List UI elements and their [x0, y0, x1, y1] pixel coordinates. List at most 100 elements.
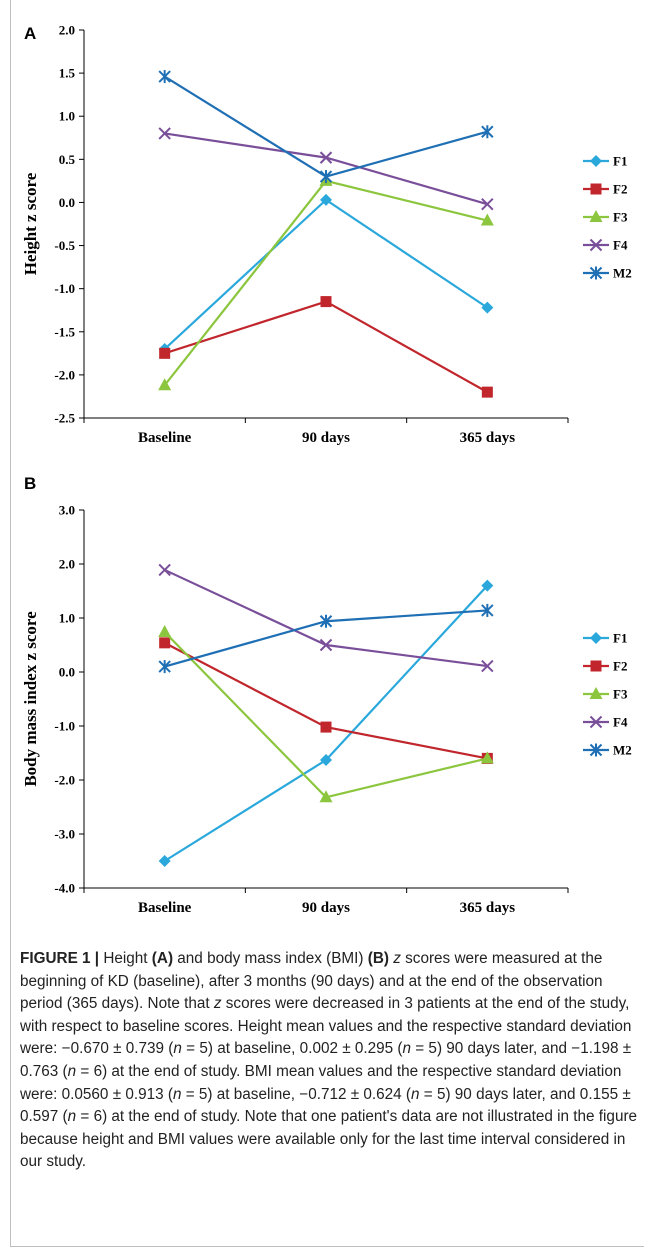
data-point — [481, 301, 494, 314]
legend-marker — [589, 743, 603, 757]
y-tick-label: 1.0 — [59, 611, 75, 626]
y-tick-label: 1.0 — [59, 109, 75, 124]
data-point — [158, 563, 171, 577]
series-line-f1 — [163, 198, 488, 350]
legend-entry-f1: F1 — [583, 154, 627, 169]
data-point — [481, 386, 493, 398]
legend-label: F4 — [613, 715, 628, 730]
caption-text: scores were measured at the beginning of… — [20, 950, 603, 1013]
caption-italic: z — [393, 950, 401, 967]
data-point — [481, 603, 494, 617]
data-point — [481, 659, 494, 673]
data-point — [480, 751, 494, 764]
caption-text: scores were decreased in 3 patients at t… — [20, 995, 632, 1058]
legend-label: F2 — [613, 659, 627, 674]
data-point — [320, 193, 332, 206]
legend-marker — [590, 632, 602, 644]
caption-italic: n — [67, 1062, 77, 1080]
legend-label: F1 — [613, 154, 627, 169]
caption-text: = 5) 90 days later, and 0.155 ± 0.597 ( — [20, 1085, 631, 1126]
legend-marker — [589, 238, 603, 252]
series-line-f3 — [163, 179, 488, 386]
y-tick-label: -3.0 — [54, 827, 75, 842]
caption-italic: n — [172, 1085, 182, 1103]
data-point — [319, 170, 333, 184]
data-point — [481, 125, 494, 139]
legend-marker — [589, 210, 603, 222]
y-axis-label: Body mass index z score — [21, 611, 40, 787]
caption-panel-a: (A) — [151, 950, 174, 967]
y-tick-label: -1.0 — [54, 719, 75, 734]
series-line-m2 — [164, 75, 488, 178]
data-point — [320, 721, 332, 733]
series-line-f2 — [164, 300, 488, 394]
y-tick-label: 0.5 — [59, 152, 76, 167]
legend-marker — [590, 183, 602, 195]
height-z-score-chart: 2.0 1.5 1.0 0.5 0.0 -0.5 -1.0 -1.5 -2.0 -2.5 Basel… — [21, 23, 632, 447]
y-tick-label: -1.0 — [54, 281, 75, 296]
x-tick-label: 90 days — [302, 900, 350, 916]
caption-text: Height — [99, 950, 152, 967]
series-f3 — [158, 173, 494, 391]
caption-text: = 6) at the end of study. Note that one … — [20, 1108, 638, 1171]
data-point — [158, 660, 171, 674]
y-tick-label: 3.0 — [59, 503, 75, 518]
data-point — [319, 151, 333, 164]
y-axis-label: Height z score — [21, 172, 40, 275]
legend-marker — [589, 687, 603, 699]
legend-entry-f3: F3 — [583, 210, 628, 225]
series-f1 — [158, 579, 494, 867]
data-point — [319, 790, 333, 803]
data-point — [480, 213, 494, 226]
bmi-z-score-chart: 3.0 2.0 1.0 0.0 -1.0 -2.0 -3.0 -4.0 Baseline 90 d… — [21, 503, 632, 917]
data-point — [158, 855, 171, 867]
y-tick-label: -2.5 — [54, 411, 75, 426]
caption-panel-b: (B) — [367, 950, 389, 967]
legend-entry-m2: M2 — [583, 266, 632, 281]
legend-entry-f1: F1 — [583, 631, 627, 646]
data-point — [159, 347, 171, 359]
legend-entry-f3: F3 — [583, 687, 628, 702]
y-tick-label: -2.0 — [54, 773, 75, 788]
caption-italic: n — [67, 1108, 77, 1126]
y-tick-label: -2.0 — [54, 367, 75, 382]
legend-label: M2 — [613, 266, 632, 281]
y-tick-label: 2.0 — [59, 23, 75, 38]
series-f2 — [159, 296, 493, 398]
panel-label-a: A — [24, 24, 37, 43]
series-f3 — [158, 625, 494, 803]
panel-label-b: B — [24, 474, 37, 493]
x-tick-label: 365 days — [460, 430, 516, 446]
caption-text: = 6) at the end of study. BMI mean value… — [20, 1062, 622, 1103]
series-m2 — [158, 70, 494, 184]
y-tick-label: 1.5 — [59, 66, 76, 81]
caption-box — [10, 942, 644, 1247]
data-point — [319, 614, 333, 628]
legend-label: F2 — [613, 182, 627, 197]
caption-italic: z — [213, 995, 222, 1013]
legend-entry-f2: F2 — [583, 659, 627, 674]
x-tick-label: Baseline — [138, 900, 192, 916]
caption-label: FIGURE 1 | — [20, 950, 100, 967]
legend-marker — [590, 660, 602, 672]
caption-italic: n — [402, 1040, 411, 1058]
caption-italic: n — [173, 1040, 182, 1058]
legend-entry-m2: M2 — [583, 743, 632, 758]
legend-label: F3 — [613, 687, 628, 702]
data-point — [159, 637, 171, 649]
legend-entry-f2: F2 — [583, 182, 627, 197]
legend-label: F1 — [613, 631, 627, 646]
legend-marker — [589, 715, 603, 729]
data-point — [320, 754, 332, 767]
figure-caption: FIGURE 1 | Height (A) and body mass inde… — [20, 948, 644, 1174]
y-tick-label: 2.0 — [59, 557, 75, 572]
x-tick-label: Baseline — [138, 430, 192, 446]
y-tick-label: -0.5 — [54, 238, 75, 253]
x-tick-label: 365 days — [460, 900, 516, 916]
data-point — [320, 296, 332, 308]
series-f2 — [159, 637, 493, 764]
caption-text: = 5) at baseline, 0.002 ± 0.295 ( — [181, 1040, 403, 1058]
series-f4 — [158, 127, 494, 211]
data-point — [158, 378, 172, 391]
